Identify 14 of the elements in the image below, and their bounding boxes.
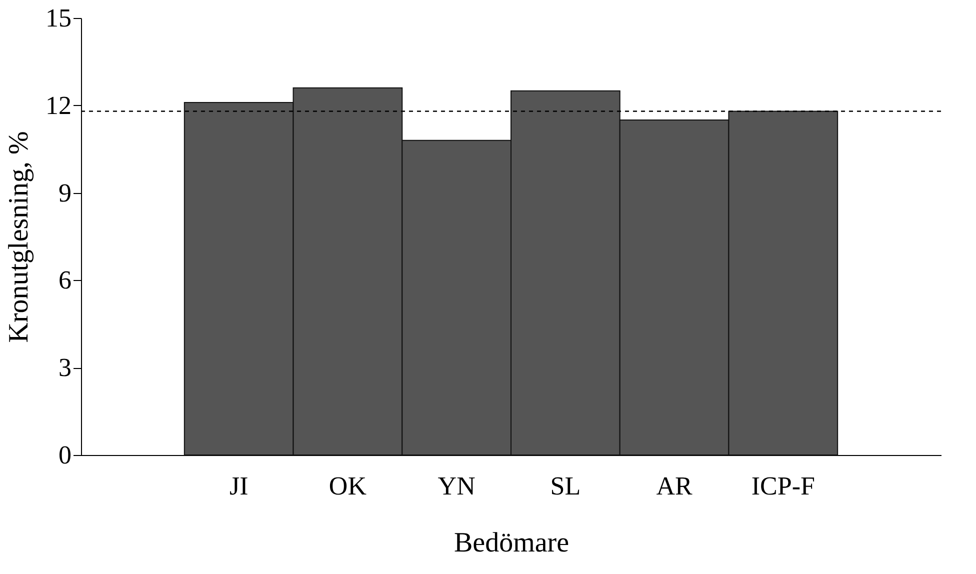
- y-axis-title: Kronutglesning, %: [4, 131, 34, 343]
- y-tick-label: 9: [58, 178, 72, 208]
- y-tick-label: 15: [46, 4, 72, 32]
- x-tick-label: ICP-F: [751, 472, 815, 500]
- x-tick-label: SL: [550, 472, 581, 500]
- x-axis-title: Bedömare: [454, 528, 570, 558]
- y-tick-label: 3: [58, 353, 72, 382]
- x-tick-label: AR: [656, 472, 694, 500]
- x-tick-label: YN: [438, 472, 476, 500]
- y-tick-label: 12: [46, 90, 72, 120]
- x-tick-label: JI: [229, 472, 248, 500]
- x-tick-label: OK: [328, 472, 367, 500]
- y-tick-label: 0: [58, 440, 72, 470]
- y-tick-label: 6: [58, 266, 72, 295]
